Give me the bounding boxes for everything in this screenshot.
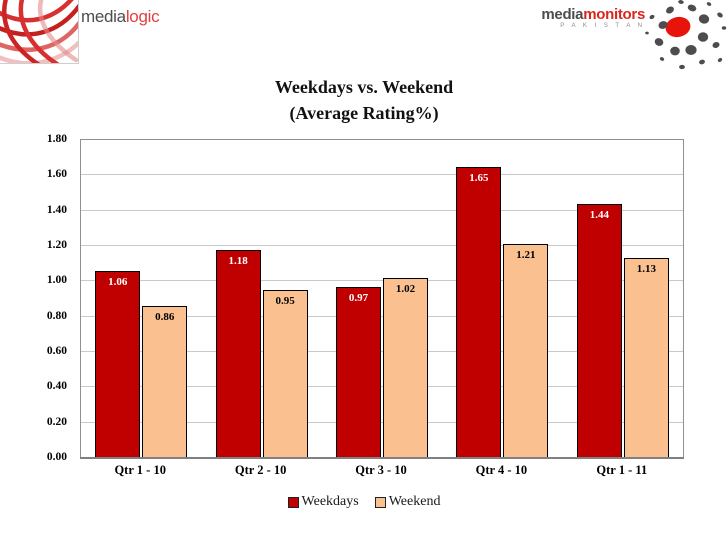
y-tick-label: 0.40: [46, 380, 67, 393]
weekend-bar[interactable]: 1.02: [383, 277, 429, 458]
plot-area: 1.06 0.86 1.18 0.95 0.97 1.02 1.65 1.21 1.44 1.13: [80, 139, 684, 459]
bar-value-label: 1.13: [636, 263, 656, 276]
medialogic-media-text: media: [81, 7, 126, 26]
weekend-bar[interactable]: 0.95: [262, 290, 308, 458]
weekend-bar[interactable]: 0.86: [142, 306, 188, 458]
bar-value-label: 1.18: [228, 254, 248, 267]
bar-value-label: 1.21: [516, 249, 536, 262]
weekend-bar[interactable]: 1.21: [503, 244, 549, 458]
bar-value-label: 1.02: [395, 282, 416, 295]
weekdays-bar[interactable]: 0.97: [336, 286, 382, 458]
gridline: [81, 315, 683, 317]
mediamonitors-wordmark: mediamonitors P A K I S T A N: [541, 7, 645, 29]
weekdays-bar[interactable]: 1.44: [576, 203, 622, 458]
mediamonitors-country-text: P A K I S T A N: [560, 23, 645, 29]
bar-value-label: 1.06: [108, 275, 128, 288]
legend-swatch-icon: [374, 496, 386, 508]
y-tick-label: 0.60: [46, 345, 67, 357]
weekdays-bar[interactable]: 1.06: [95, 270, 141, 458]
gridline: [81, 386, 683, 388]
gridline: [81, 351, 683, 352]
legend-item-weekdays[interactable]: Weekdays: [287, 494, 359, 510]
medialogic-logic-text: logic: [125, 7, 160, 26]
bar-series-container: 1.06 0.86 1.18 0.95 0.97 1.02 1.65 1.21 1.44 1.13: [81, 140, 683, 458]
medialogic-wordmark: medialogic: [81, 7, 160, 27]
y-tick-label: 1.00: [46, 274, 67, 287]
x-tick-label: Qtr 3 - 10: [355, 463, 407, 477]
mediamonitors-dots-icon: [645, 0, 727, 70]
chart-title-line1: Weekdays vs. Weekend: [274, 77, 454, 97]
y-tick-label: 0.00: [46, 451, 67, 463]
weekend-bar[interactable]: 1.13: [623, 258, 669, 458]
mediamonitors-monitors-text: monitors: [583, 6, 645, 23]
y-tick-label: 1.40: [46, 203, 67, 216]
x-tick-label: Qtr 4 - 10: [475, 463, 528, 477]
legend-item-weekend[interactable]: Weekend: [374, 494, 441, 510]
gridline: [81, 245, 683, 246]
gridline: [81, 174, 683, 176]
y-tick-label: 1.20: [46, 239, 67, 251]
x-tick-label: Qtr 2 - 10: [234, 463, 287, 477]
bar-value-label: 0.95: [275, 295, 295, 308]
bar-value-label: 0.86: [155, 311, 175, 324]
x-axis: Qtr 1 - 10 Qtr 2 - 10 Qtr 3 - 10 Qtr 4 - 10…: [80, 463, 682, 478]
chart-title-line2: (Average Rating%): [289, 103, 439, 123]
y-tick-label: 0.80: [46, 309, 67, 322]
x-tick-label: Qtr 1 - 10: [114, 463, 166, 477]
medialogic-logo-box: [0, 0, 79, 64]
chart-legend: Weekdays Weekend: [0, 494, 728, 510]
chart-title: Weekdays vs. Weekend (Average Rating%): [0, 74, 728, 126]
bar-group-5: 1.44 1.13: [563, 140, 683, 458]
gridline: [81, 280, 683, 282]
x-axis-line: [80, 457, 684, 459]
gridline: [81, 209, 683, 211]
y-tick-label: 1.60: [46, 168, 67, 181]
y-tick-label: 0.20: [46, 415, 67, 428]
x-tick-label: Qtr 1 - 11: [596, 463, 648, 477]
y-tick-label: 1.80: [46, 133, 67, 145]
bar-value-label: 0.97: [348, 291, 369, 304]
mediamonitors-media-text: media: [541, 6, 584, 23]
legend-label: Weekdays: [301, 494, 359, 509]
bar-value-label: 1.65: [469, 171, 489, 184]
gridline: [81, 421, 683, 423]
bar-group-4: 1.65 1.21: [442, 140, 562, 458]
medialogic-globe-icon: [0, 0, 78, 63]
bar-group-3: 0.97 1.02: [322, 140, 442, 458]
legend-label: Weekend: [388, 494, 441, 509]
bar-group-2: 1.18 0.95: [201, 140, 321, 458]
weekdays-bar[interactable]: 1.18: [215, 249, 261, 458]
weekdays-bar[interactable]: 1.65: [456, 166, 502, 458]
y-axis: 1.80 1.60 1.40 1.20 1.00 0.80 0.60 0.40 0.20 0.00: [0, 133, 74, 463]
legend-swatch-icon: [287, 496, 299, 508]
bar-value-label: 1.44: [589, 208, 609, 221]
bar-group-1: 1.06 0.86: [81, 140, 201, 458]
